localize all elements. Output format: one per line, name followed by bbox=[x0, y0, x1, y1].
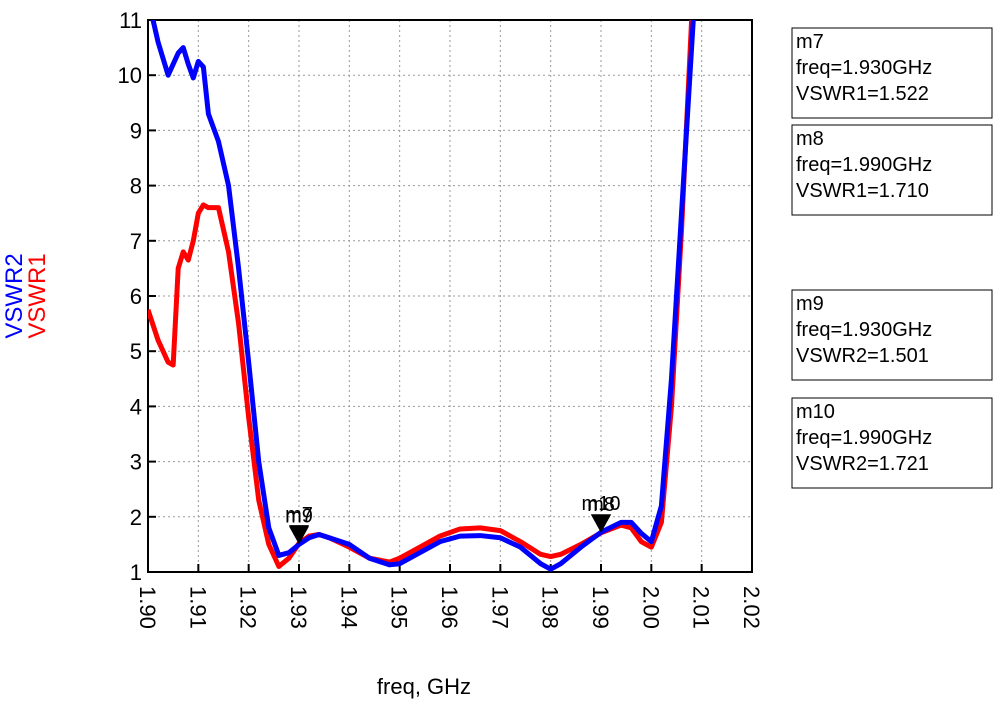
y-tick-label: 6 bbox=[130, 284, 142, 309]
marker-box: m9 freq=1.930GHz VSWR2=1.501 bbox=[791, 289, 993, 381]
y-tick-label: 2 bbox=[130, 505, 142, 530]
x-tick-label: 1.94 bbox=[336, 586, 361, 629]
marker-box-value: VSWR2=1.501 bbox=[796, 345, 929, 367]
marker-box-frame bbox=[791, 397, 993, 489]
series-line bbox=[148, 20, 695, 569]
marker-box-freq: freq=1.930GHz bbox=[796, 57, 932, 79]
y-tick-label: 11 bbox=[119, 8, 142, 33]
marker-label: m10 bbox=[582, 493, 621, 515]
x-tick-label: 1.98 bbox=[538, 586, 563, 629]
x-tick-label: 1.97 bbox=[487, 586, 512, 629]
x-tick-label: 1.96 bbox=[437, 586, 462, 629]
marker-box-name: m9 bbox=[796, 293, 824, 315]
marker-label: m8 bbox=[587, 494, 615, 516]
marker-box: m7 freq=1.930GHz VSWR1=1.522 bbox=[791, 27, 993, 119]
y-tick-label: 1 bbox=[130, 560, 142, 585]
marker-box-frame bbox=[791, 27, 993, 119]
y-tick-label: 5 bbox=[130, 339, 142, 364]
x-tick-label: 1.91 bbox=[185, 586, 210, 629]
marker-box: m10 freq=1.990GHz VSWR2=1.721 bbox=[791, 397, 993, 489]
y-tick-label: 7 bbox=[130, 229, 142, 254]
y-tick-label: 4 bbox=[130, 394, 142, 419]
x-tick-label: 1.90 bbox=[135, 586, 160, 629]
marker-box-name: m10 bbox=[796, 401, 835, 423]
y-axis-series-label: VSWR2 bbox=[1, 253, 28, 338]
marker-box-freq: freq=1.990GHz bbox=[796, 154, 932, 176]
y-axis-series-label: VSWR1 bbox=[24, 253, 51, 338]
marker-box-frame bbox=[791, 289, 993, 381]
marker-box-name: m8 bbox=[796, 128, 824, 150]
marker-box-value: VSWR2=1.721 bbox=[796, 453, 929, 475]
marker-box-freq: freq=1.990GHz bbox=[796, 427, 932, 449]
marker-triangle bbox=[289, 526, 309, 545]
marker-box-value: VSWR1=1.710 bbox=[796, 180, 929, 202]
x-tick-label: 1.92 bbox=[236, 586, 261, 629]
marker-label: m9 bbox=[285, 505, 313, 527]
x-tick-label: 2.00 bbox=[638, 586, 663, 629]
y-tick-label: 10 bbox=[118, 63, 142, 88]
marker-triangle bbox=[591, 514, 611, 533]
marker-box-frame bbox=[791, 124, 993, 216]
y-tick-label: 9 bbox=[130, 118, 142, 143]
x-tick-label: 2.02 bbox=[739, 586, 764, 629]
marker-label: m7 bbox=[285, 504, 313, 526]
x-tick-label: 1.93 bbox=[286, 586, 311, 629]
y-tick-label: 8 bbox=[130, 174, 142, 199]
plot-frame bbox=[147, 19, 753, 573]
y-tick-label: 3 bbox=[130, 450, 142, 475]
x-tick-label: 1.95 bbox=[387, 586, 412, 629]
marker-box-name: m7 bbox=[796, 31, 824, 53]
marker-box: m8 freq=1.990GHz VSWR1=1.710 bbox=[791, 124, 993, 216]
series-line bbox=[150, 20, 696, 572]
marker-box-value: VSWR1=1.522 bbox=[796, 83, 929, 105]
marker-box-freq: freq=1.930GHz bbox=[796, 319, 932, 341]
plot-area bbox=[148, 20, 696, 572]
x-tick-label: 2.01 bbox=[689, 586, 714, 629]
x-axis-label: freq, GHz bbox=[377, 674, 471, 699]
x-tick-label: 1.99 bbox=[588, 586, 613, 629]
